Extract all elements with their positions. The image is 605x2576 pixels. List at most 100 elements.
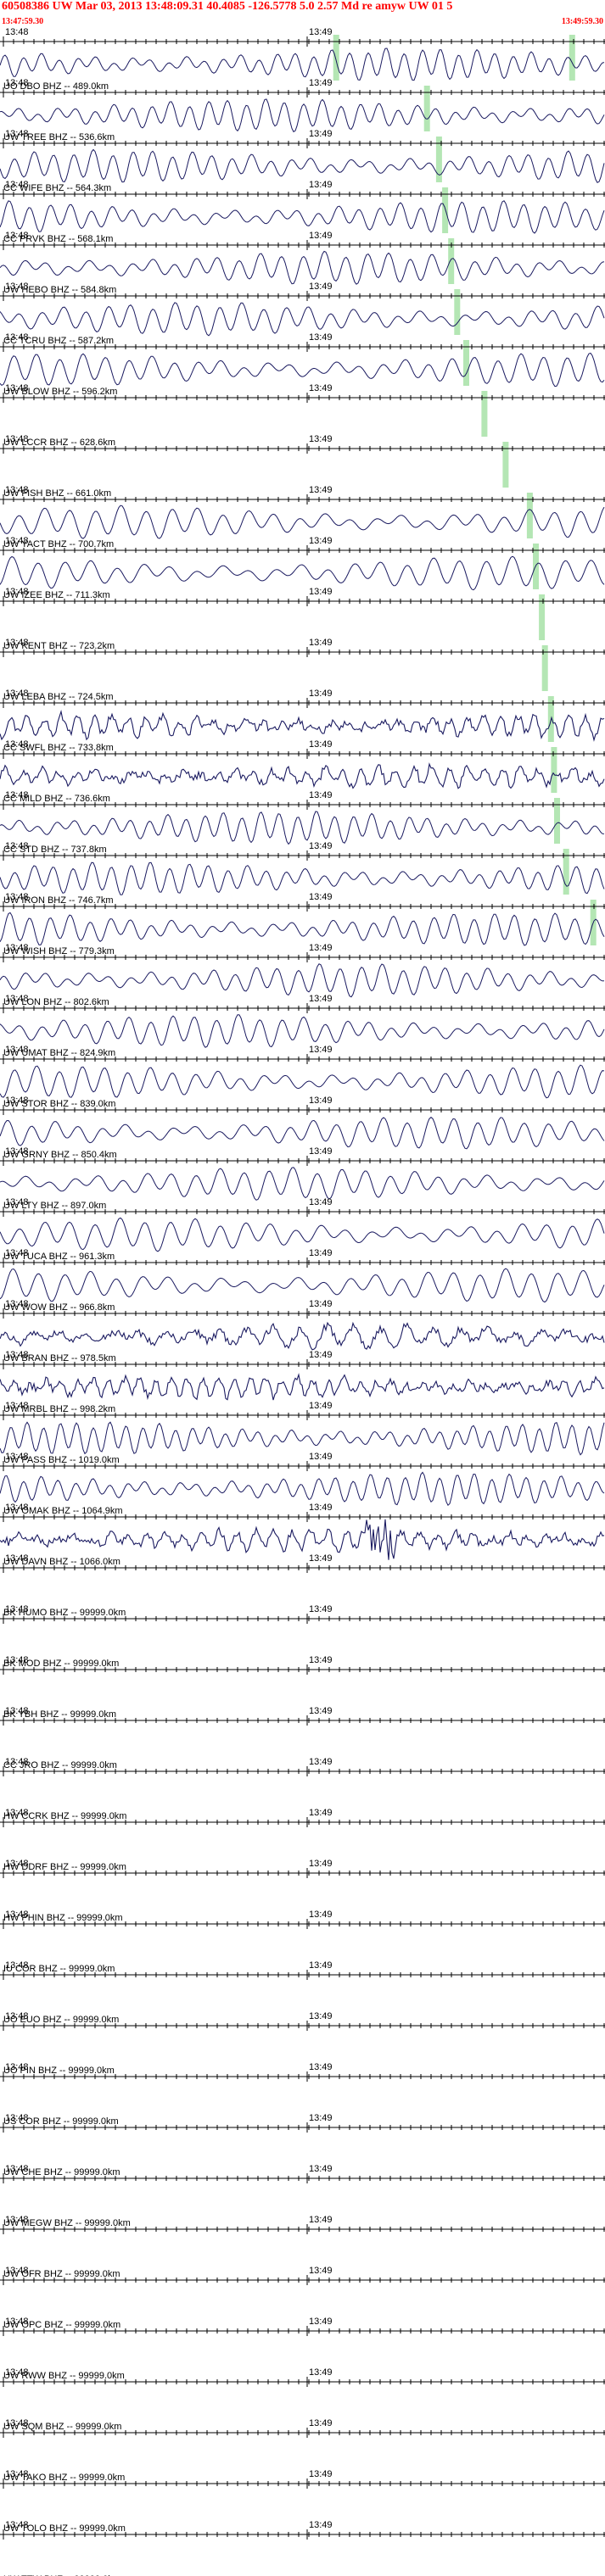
tick-label-1348: 13:48 [5, 1045, 29, 1055]
station-label: CC PRVK BHZ -- 568.1km [3, 234, 113, 244]
tick-label-1349: 13:49 [309, 1299, 333, 1309]
station-label: UW LON BHZ -- 802.6km [3, 997, 109, 1007]
station-row: 13:48 13:49 UW TTW BHZ -- 99999.0km [0, 2520, 605, 2576]
tick-label-1348: 13:48 [5, 1655, 29, 1665]
tick-label-1349: 13:49 [309, 180, 333, 190]
waveform-trace [0, 1421, 605, 1456]
station-row: 13:48 13:49 UW OPC BHZ -- 99999.0km [0, 2266, 605, 2330]
waveform-trace [0, 1117, 605, 1150]
waveform-trace [0, 148, 605, 183]
tick-label-1349: 13:49 [309, 739, 333, 750]
p-pick-marker [502, 442, 509, 488]
tick-label-1349: 13:49 [309, 2215, 333, 2225]
station-label: UW WOW BHZ -- 966.8km [3, 1302, 115, 1313]
tick-label-1349: 13:49 [309, 2469, 333, 2479]
waveform-trace [0, 1268, 605, 1303]
waveform-trace [0, 811, 605, 845]
tick-label-1348: 13:48 [5, 27, 29, 37]
waveform-trace [0, 1217, 605, 1252]
station-row: 13:48 13:49 CC WIFE BHZ -- 564.3km [0, 129, 605, 193]
tick-label-1349: 13:49 [309, 841, 333, 851]
station-label: HW CCRK BHZ -- 99999.0km [3, 1811, 126, 1821]
tick-label-1348: 13:48 [5, 536, 29, 546]
tick-label-1349: 13:49 [309, 994, 333, 1004]
event-header: 60508386 UW Mar 03, 2013 13:48:09.31 40.… [0, 0, 605, 29]
tick-label-1349: 13:49 [309, 587, 333, 597]
station-label: HW DDRF BHZ -- 99999.0km [3, 1862, 126, 1872]
p-pick-marker [526, 493, 533, 538]
tick-label-1349: 13:49 [309, 2113, 333, 2123]
tick-label-1348: 13:48 [5, 383, 29, 393]
tick-label-1348: 13:48 [5, 1096, 29, 1106]
tick-label-1349: 13:49 [309, 2011, 333, 2021]
station-row: 13:48 13:49 UW IRON BHZ -- 746.7km [0, 841, 605, 906]
waveform-trace [0, 1321, 605, 1351]
tick-label-1349: 13:49 [309, 689, 333, 699]
tick-label-1348: 13:48 [5, 2317, 29, 2327]
tick-label-1349: 13:49 [309, 332, 333, 343]
tick-label-1349: 13:49 [309, 434, 333, 444]
waveform-trace [0, 1519, 605, 1560]
station-row: 13:48 13:49 BK YBH BHZ -- 99999.0km [0, 1655, 605, 1720]
tick-label-1348: 13:48 [5, 892, 29, 902]
station-row: 13:48 13:49 UW LEBA BHZ -- 724.5km [0, 638, 605, 702]
waveform-trace [0, 1471, 605, 1507]
station-label: UW HEBO BHZ -- 584.8km [3, 285, 116, 295]
tick-label-1349: 13:49 [309, 231, 333, 241]
tick-label-1348: 13:48 [5, 129, 29, 139]
station-label: CC STD BHZ -- 737.8km [3, 845, 107, 855]
tick-label-1349: 13:49 [309, 1248, 333, 1258]
tick-label-1348: 13:48 [5, 1452, 29, 1462]
tick-label-1349: 13:49 [309, 282, 333, 292]
station-label: UW KENT BHZ -- 723.2km [3, 641, 115, 651]
station-row: 13:48 13:49 UW WISH BHZ -- 779.3km [0, 892, 605, 956]
tick-label-1349: 13:49 [309, 1045, 333, 1055]
station-row: 13:48 13:49 UW LON BHZ -- 802.6km [0, 943, 605, 1007]
tick-label-1348: 13:48 [5, 2062, 29, 2072]
tick-label-1349: 13:49 [309, 2418, 333, 2428]
tick-label-1348: 13:48 [5, 790, 29, 800]
tick-label-1349: 13:49 [309, 2317, 333, 2327]
station-row: 13:48 13:49 UW PASS BHZ -- 1019.0km [0, 1401, 605, 1465]
station-label: UW GRNY BHZ -- 850.4km [3, 1150, 117, 1160]
tick-label-1348: 13:48 [5, 180, 29, 190]
station-row: 13:48 13:49 UO EUO BHZ -- 99999.0km [0, 1960, 605, 2025]
waveform-trace [0, 200, 605, 234]
p-pick-marker [481, 391, 488, 437]
station-row: 13:48 13:49 CC STD BHZ -- 737.8km [0, 790, 605, 855]
tick-label-1348: 13:48 [5, 1350, 29, 1360]
tick-label-1348: 13:48 [5, 1503, 29, 1513]
station-label: UW IZEE BHZ -- 711.3km [3, 590, 110, 600]
station-row: 13:48 13:49 UW MRBL BHZ -- 998.2km [0, 1350, 605, 1414]
tick-label-1348: 13:48 [5, 2469, 29, 2479]
p-pick-marker [435, 137, 442, 182]
tick-label-1348: 13:48 [5, 332, 29, 343]
station-label: UW TOLO BHZ -- 99999.0km [3, 2523, 126, 2534]
station-row: 13:48 13:49 UW MEGW BHZ -- 99999.0km [0, 2164, 605, 2228]
station-row: 13:48 13:49 HW CCRK BHZ -- 99999.0km [0, 1757, 605, 1821]
station-row: 13:48 13:49 UW FISH BHZ -- 661.0km [0, 434, 605, 499]
station-row: 13:48 13:49 UW TREE BHZ -- 536.6km [0, 78, 605, 142]
tick-label-1349: 13:49 [309, 1197, 333, 1207]
station-row: 13:48 13:49 UW GRNY BHZ -- 850.4km [0, 1096, 605, 1160]
tick-label-1349: 13:49 [309, 129, 333, 139]
station-row: 13:48 13:49 BK HUMO BHZ -- 99999.0km [0, 1553, 605, 1618]
waveform-trace [0, 98, 605, 133]
station-row: 13:48 13:49 UW OFR BHZ -- 99999.0km [0, 2215, 605, 2279]
station-row: 13:48 13:49 UW IZEE BHZ -- 711.3km [0, 536, 605, 600]
waveform-trace [0, 555, 605, 591]
tick-label-1349: 13:49 [309, 638, 333, 648]
station-row: 13:48 13:49 UW HEBO BHZ -- 584.8km [0, 231, 605, 295]
station-label: UO EUO BHZ -- 99999.0km [3, 2015, 119, 2025]
station-row: 13:48 13:49 UW TOLO BHZ -- 99999.0km [0, 2469, 605, 2534]
tick-label-1348: 13:48 [5, 1146, 29, 1157]
waveform-trace [0, 1014, 605, 1048]
tick-label-1349: 13:49 [309, 485, 333, 495]
p-pick-marker [448, 238, 455, 284]
tick-label-1349: 13:49 [309, 1808, 333, 1818]
p-pick-marker [551, 747, 557, 793]
tick-label-1349: 13:49 [309, 1503, 333, 1513]
station-label: BK YBH BHZ -- 99999.0km [3, 1709, 116, 1720]
p-pick-marker [442, 187, 449, 233]
